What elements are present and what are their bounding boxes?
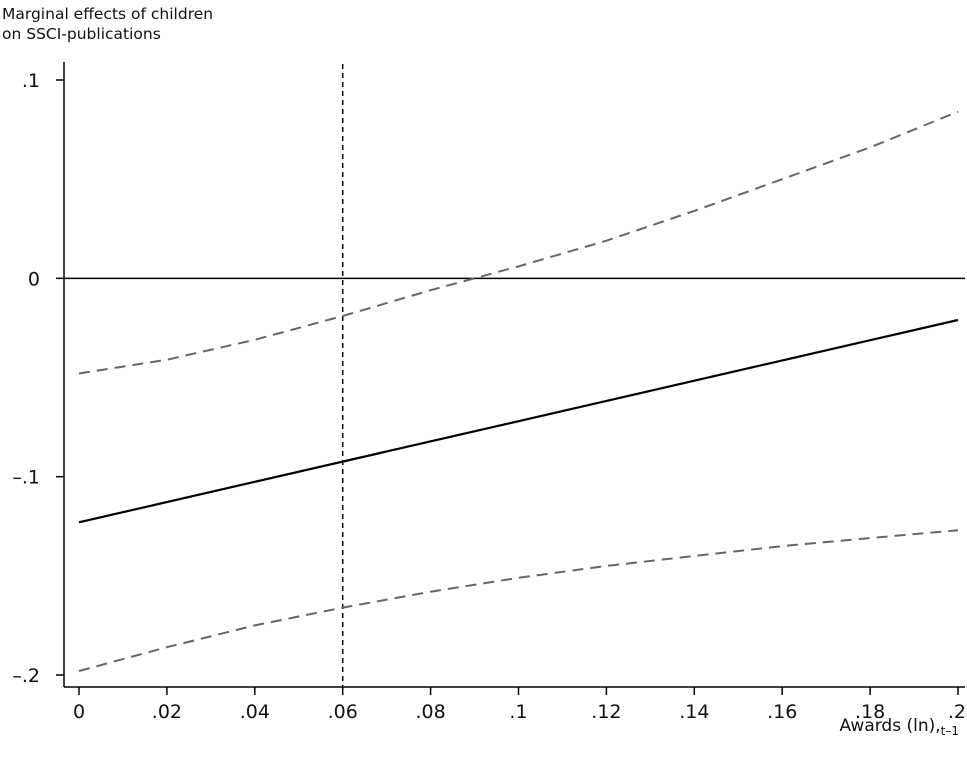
- x-tick-label: .02: [152, 701, 182, 723]
- x-tick-label: 0: [73, 701, 85, 723]
- x-axis-label-main: Awards (ln),: [839, 716, 941, 736]
- y-tick-label: –.2: [12, 665, 40, 687]
- x-tick-label: .1: [509, 701, 527, 723]
- x-tick-label: .18: [855, 701, 885, 723]
- x-tick-label: .06: [328, 701, 358, 723]
- y-tick-label: .1: [22, 70, 40, 92]
- y-axis-label-line-1: Marginal effects of children: [2, 5, 214, 23]
- y-tick-label: 0: [28, 268, 40, 290]
- x-tick-label: .14: [679, 701, 709, 723]
- x-axis-label-subscript: t–1: [940, 724, 959, 738]
- y-tick-label: –.1: [12, 467, 40, 489]
- plot-area: .1 0 –.1 –.2 0 .02 .04 .06 .08 .1 .12 .14 .16 .18 .2: [12, 62, 966, 723]
- series-line-lower-ci: [78, 529, 959, 672]
- series-line-upper-ci: [78, 110, 959, 375]
- series-line-estimate: [78, 318, 959, 524]
- x-tick-label: .08: [415, 701, 445, 723]
- x-tick-label: .2: [948, 701, 966, 723]
- x-tick-label: .12: [591, 701, 621, 723]
- x-axis-label: Awards (ln),t–1: [839, 716, 959, 738]
- y-axis-label-line-2: on SSCI-publications: [2, 25, 161, 43]
- x-tick-label: .16: [767, 701, 797, 723]
- x-tick-label: .04: [240, 701, 270, 723]
- y-axis-label: Marginal effects of children on SSCI-pub…: [2, 4, 213, 44]
